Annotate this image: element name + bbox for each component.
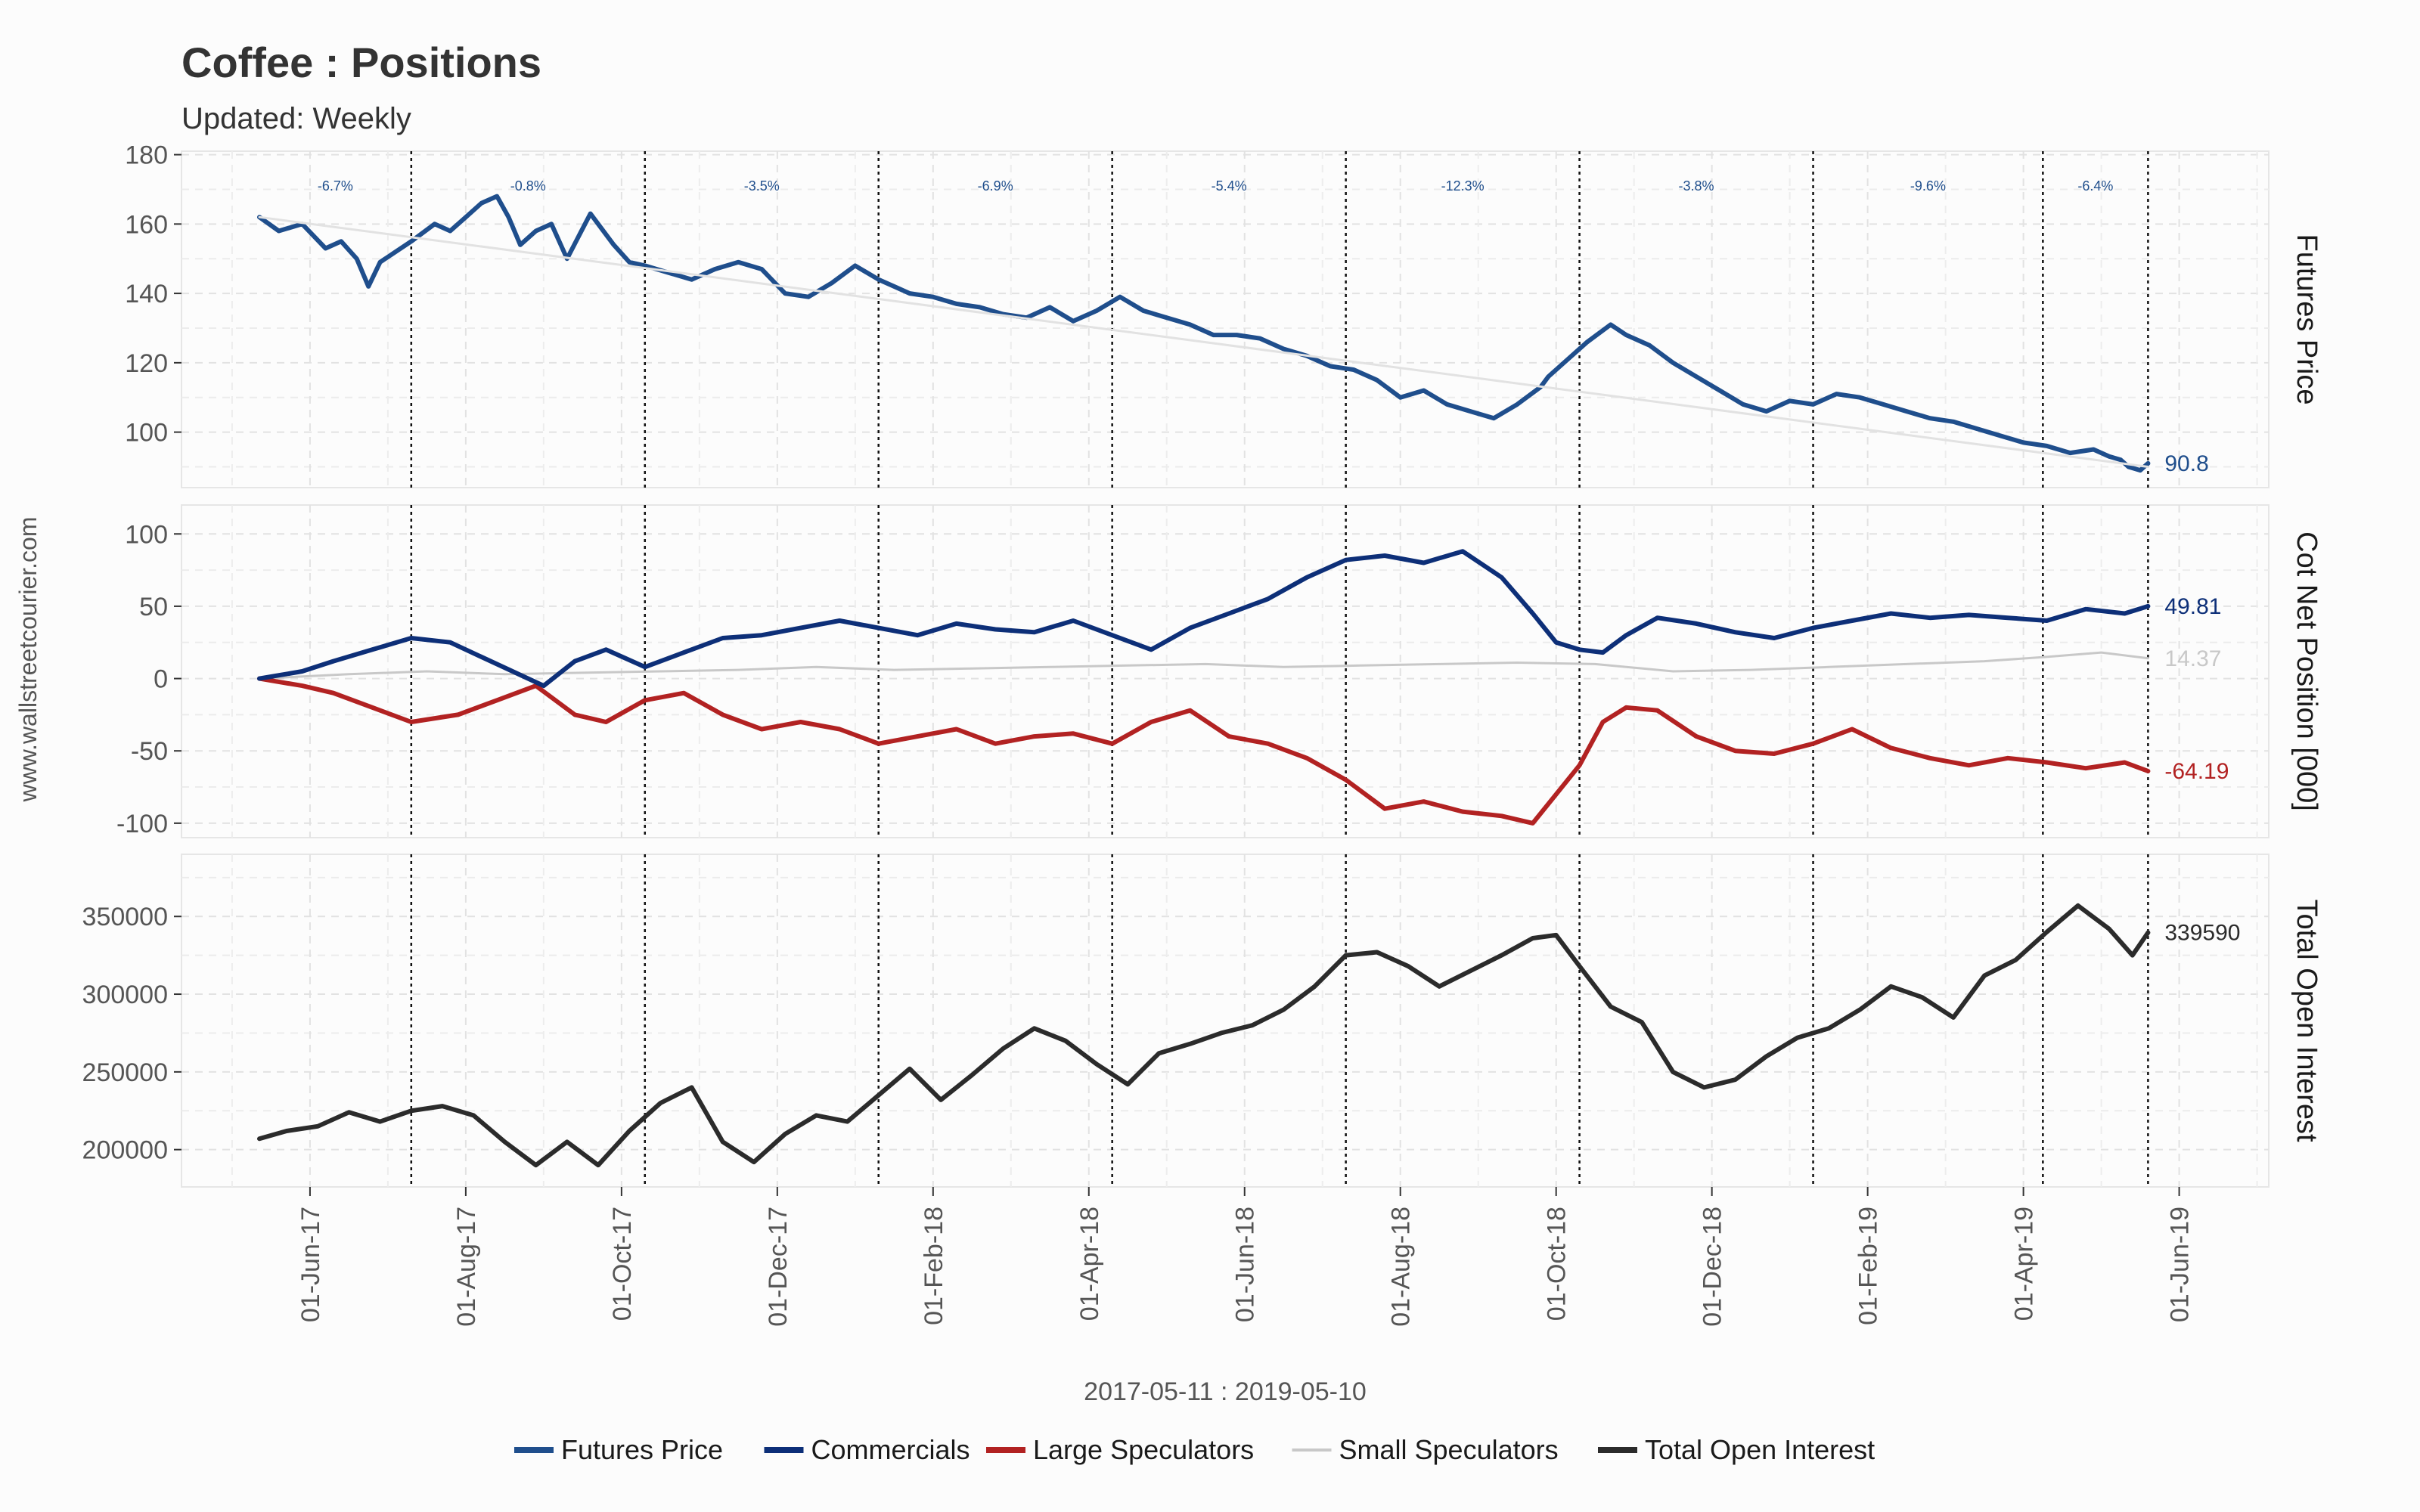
- legend-label: Small Speculators: [1339, 1434, 1559, 1465]
- y-tick-label: 50: [139, 593, 168, 621]
- chart-subtitle: Updated: Weekly: [182, 102, 411, 135]
- last-value-label: 49.81: [2164, 594, 2221, 619]
- panel-frame: [181, 150, 2270, 488]
- series-line-large-speculators: [257, 676, 2151, 826]
- panel-strip-label: Total Open Interest: [2291, 899, 2322, 1142]
- last-value-label: 339590: [2164, 921, 2240, 946]
- futures-price-panel: 100 120 140 160 180 90.8 -6.7% -0.8% -3.5% -6.9% -…: [125, 141, 2322, 488]
- y-tick-label: 250000: [82, 1058, 168, 1087]
- x-tick-label: 01-Feb-18: [920, 1207, 948, 1325]
- panel-frame: [181, 504, 2270, 838]
- y-tick-label: 200000: [82, 1136, 168, 1165]
- legend-label: Futures Price: [561, 1434, 723, 1465]
- x-tick-label: 01-Oct-18: [1543, 1207, 1571, 1321]
- y-tick-label: 160: [125, 210, 168, 239]
- last-value-label: 90.8: [2164, 451, 2208, 476]
- period-change-label: -3.8%: [1679, 178, 1714, 194]
- watermark: www.wallstreetcourier.com: [14, 517, 42, 803]
- period-change-label: -0.8%: [510, 178, 546, 194]
- y-tick-label: -100: [116, 810, 168, 838]
- period-change-label: -5.4%: [1212, 178, 1247, 194]
- period-change-label: -3.5%: [744, 178, 780, 194]
- y-tick-label: 120: [125, 349, 168, 378]
- chart-title: Coffee : Positions: [182, 39, 541, 86]
- series-line-futures-price: [257, 194, 2151, 473]
- y-tick-label: 350000: [82, 903, 168, 931]
- x-axis: 01-Jun-17 01-Aug-17 01-Oct-17 01-Dec-17 01-F…: [296, 1187, 2195, 1327]
- panel-frame: [181, 854, 2270, 1188]
- y-tick-label: 300000: [82, 981, 168, 1009]
- series-line-trend: [258, 215, 2149, 468]
- period-change-label: -6.4%: [2077, 178, 2113, 194]
- x-tick-label: 01-Jun-17: [296, 1207, 325, 1322]
- x-tick-label: 01-Jun-19: [2166, 1207, 2195, 1322]
- x-tick-label: 01-Aug-18: [1387, 1207, 1416, 1327]
- y-tick-label: 100: [125, 520, 168, 549]
- legend: Futures Price Commercials Large Speculator…: [514, 1434, 1875, 1465]
- x-tick-label: 01-Dec-18: [1699, 1207, 1727, 1327]
- x-tick-label: 01-Jun-18: [1231, 1207, 1260, 1322]
- panel-strip-label: Futures Price: [2291, 234, 2322, 405]
- last-value-label: -64.19: [2164, 759, 2229, 784]
- legend-label: Commercials: [811, 1434, 970, 1465]
- panel-strip-label: Cot Net Position [000]: [2291, 531, 2322, 811]
- period-change-label: -9.6%: [1910, 178, 1946, 194]
- period-change-label: -12.3%: [1441, 178, 1485, 194]
- series-line-small-speculators: [258, 651, 2149, 680]
- y-tick-label: 140: [125, 280, 168, 308]
- y-tick-label: 180: [125, 141, 168, 170]
- period-change-label: -6.9%: [978, 178, 1013, 194]
- cot-net-position-panel: -100 -50 0 50 100 14.37 -64.19 49.81 Cot Net Pos…: [116, 504, 2322, 838]
- legend-label: Large Speculators: [1033, 1434, 1254, 1465]
- legend-label: Total Open Interest: [1645, 1434, 1875, 1465]
- series-line-commercials: [257, 549, 2151, 689]
- date-range-caption: 2017-05-11 : 2019-05-10: [1084, 1377, 1367, 1406]
- series-line-total-open-interest: [257, 903, 2151, 1168]
- last-value-label: 14.37: [2164, 646, 2221, 671]
- x-tick-label: 01-Oct-17: [608, 1207, 637, 1321]
- x-tick-label: 01-Feb-19: [1854, 1207, 1883, 1325]
- y-tick-label: -50: [131, 737, 168, 766]
- period-change-label: -6.7%: [318, 178, 353, 194]
- x-tick-label: 01-Apr-18: [1075, 1207, 1104, 1321]
- x-tick-label: 01-Apr-19: [2010, 1207, 2039, 1321]
- y-tick-label: 100: [125, 419, 168, 448]
- open-interest-panel: 200000 250000 300000 350000 339590 Total Open…: [82, 854, 2322, 1188]
- y-tick-label: 0: [154, 665, 168, 694]
- x-tick-label: 01-Dec-17: [764, 1207, 793, 1327]
- x-tick-label: 01-Aug-17: [452, 1207, 481, 1327]
